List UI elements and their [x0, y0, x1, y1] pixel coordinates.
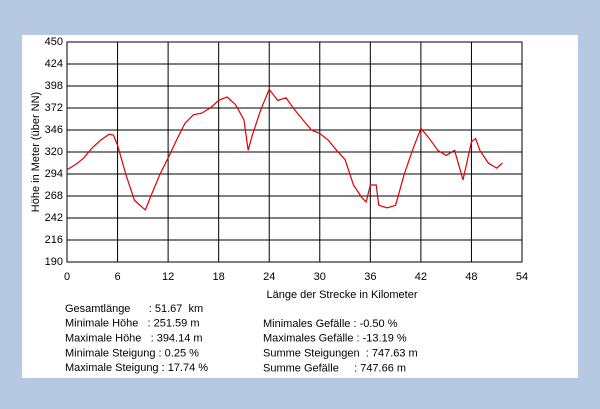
stat-text: Gesamtlänge : 51.67 km [65, 303, 203, 315]
y-axis-label: Höhe in Meter (über NN) [30, 92, 42, 212]
x-tick-label: 12 [162, 271, 174, 283]
stat-text: Maximale Höhe : 394.14 m [65, 333, 203, 345]
x-tick-label: 18 [213, 271, 225, 283]
x-tick-label: 30 [314, 271, 326, 283]
y-tick-label: 294 [45, 168, 63, 180]
stat-text: Summe Gefälle : 747.66 m [263, 362, 406, 374]
y-tick-label: 346 [45, 124, 63, 136]
stat-text: Summe Steigungen : 747.63 m [263, 348, 418, 360]
stat-text: Minimale Höhe : 251.59 m [65, 318, 200, 330]
plot-frame [66, 41, 523, 263]
stat-text: Minimales Gefälle : -0.50 % [263, 318, 398, 330]
y-tick-label: 450 [45, 36, 63, 48]
x-axis-label: Länge der Strecke in Kilometer [266, 289, 417, 301]
x-tick-label: 24 [263, 271, 275, 283]
y-tick-label: 190 [45, 256, 63, 268]
panel [22, 35, 578, 378]
y-tick-label: 268 [45, 190, 63, 202]
x-tick-label: 54 [516, 271, 528, 283]
y-tick-label: 216 [45, 234, 63, 246]
y-tick-label: 398 [45, 80, 63, 92]
elevation-line [66, 88, 503, 211]
stat-text: Minimale Steigung : 0.25 % [65, 347, 199, 359]
stat-text: Maximales Gefälle : -13.19 % [263, 333, 407, 345]
x-tick-label: 0 [64, 271, 70, 283]
y-tick-label: 424 [45, 58, 63, 70]
x-tick-label: 36 [364, 271, 376, 283]
x-tick-label: 6 [114, 271, 120, 283]
stat-text: Maximale Steigung : 17.74 % [65, 362, 208, 374]
y-tick-label: 242 [45, 212, 63, 224]
x-tick-label: 48 [465, 271, 477, 283]
y-tick-label: 372 [45, 102, 63, 114]
x-tick-label: 42 [415, 271, 427, 283]
y-tick-label: 320 [45, 146, 63, 158]
